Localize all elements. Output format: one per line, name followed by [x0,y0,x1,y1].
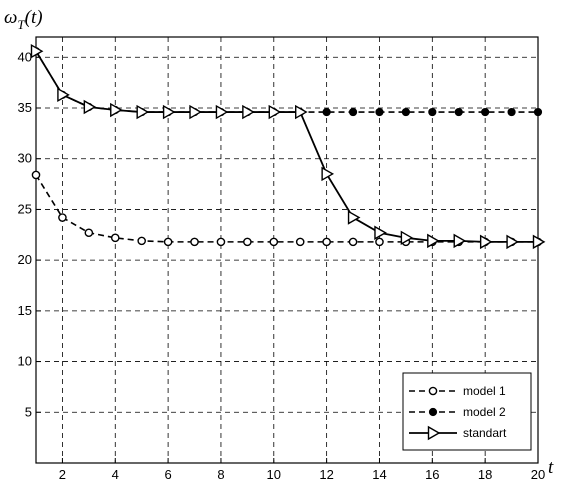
x-tick-label: 18 [478,467,492,482]
data-point [268,104,282,120]
data-point [242,104,255,120]
y-axis-label-main: ω [4,7,17,28]
data-point [83,99,97,115]
y-tick-label: 20 [18,252,32,267]
y-tick-label: 35 [18,100,32,115]
data-point [30,43,44,59]
data-point [215,104,229,120]
data-point [57,87,70,103]
data-point [532,234,546,250]
series-line-model-2 [35,50,538,113]
data-point [533,107,543,117]
series-layer [30,43,546,250]
series-model-2 [31,47,543,117]
axis-ticks: 2 4 6 8 10 12 14 16 18 20 5 10 15 20 25 30 35 40 [18,49,546,482]
legend-marker [428,407,438,417]
y-axis-label-tail: (t) [25,7,43,28]
data-point [427,233,440,249]
data-point [375,237,384,247]
x-tick-label: 16 [425,467,439,482]
plot-area [35,36,539,464]
data-point [136,104,150,120]
y-tick-label: 25 [18,201,32,216]
data-point [110,102,123,118]
series-model-1 [31,170,543,247]
y-tick-label: 10 [18,354,32,369]
x-tick-label: 2 [59,467,66,482]
legend-marker [428,386,438,396]
data-point [479,234,493,250]
legend-entry-model-1: model 1 [409,384,506,398]
data-point [137,236,146,246]
x-tick-label: 20 [531,467,545,482]
y-axis-label-sub: T [17,17,25,32]
series-line-standart [35,50,538,243]
data-point [295,104,308,120]
legend: model 1 model 2 standart [402,372,532,451]
data-point [243,237,252,247]
data-point [84,228,94,238]
data-point [454,107,463,117]
data-point [190,237,199,247]
legend-label: model 1 [463,384,506,398]
y-tick-label: 5 [25,404,32,419]
legend-label: model 2 [463,405,506,419]
data-point [401,107,410,117]
x-tick-label: 12 [319,467,333,482]
data-point [428,107,437,117]
data-point [163,237,173,247]
data-point [295,237,305,247]
x-tick-label: 10 [267,467,281,482]
data-point [507,107,516,117]
data-point [110,233,120,243]
data-point [374,225,387,240]
data-point [400,230,414,246]
series-line-model-1 [35,174,538,243]
data-point [348,107,358,117]
data-point [348,237,358,247]
data-point [269,237,279,247]
data-point [375,107,384,117]
y-axis-label: ωT(t) [4,7,43,32]
data-point [216,237,226,247]
legend-entry-standart: standart [409,425,507,441]
y-tick-label: 30 [18,151,32,166]
legend-entry-model-2: model 2 [409,405,506,419]
y-tick-label: 15 [18,303,32,318]
x-tick-label: 4 [112,467,119,482]
series-standart [30,43,546,250]
legend-label: standart [463,426,507,440]
data-point [506,234,519,250]
data-point [162,104,176,120]
x-tick-label: 14 [372,467,386,482]
data-point [322,107,331,117]
data-point [481,107,490,117]
x-tick-label: 6 [164,467,171,482]
data-point [58,213,67,222]
data-point [347,210,361,225]
y-tick-label: 40 [18,49,32,64]
data-point [189,104,202,120]
data-point [321,166,335,182]
data-point [31,170,41,180]
x-axis-label: t [548,457,554,478]
x-tick-label: 8 [217,467,224,482]
legend-marker [427,425,441,441]
data-point [453,233,467,249]
data-point [322,237,331,247]
